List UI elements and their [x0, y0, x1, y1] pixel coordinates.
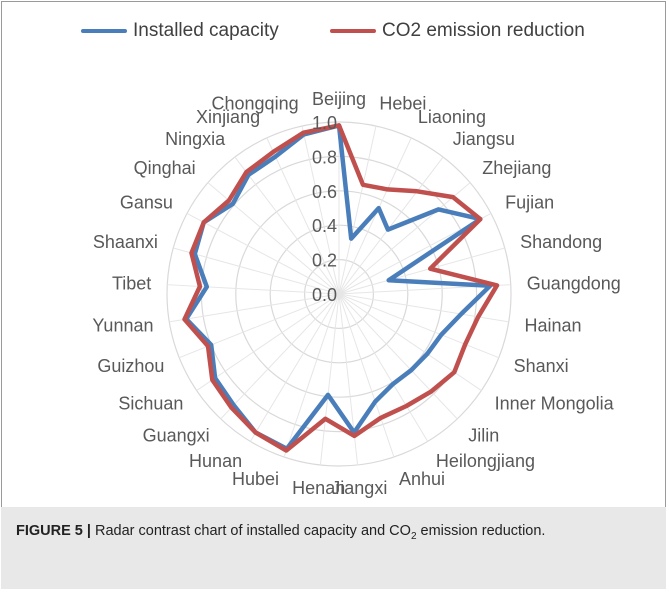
category-label: Hunan — [189, 451, 242, 471]
legend-swatch-co2-emission-reduction — [330, 29, 376, 33]
category-label: Henan — [292, 478, 345, 498]
category-label: Chongqing — [212, 94, 299, 114]
category-label: Hebei — [379, 94, 426, 114]
radar-spoke — [338, 156, 444, 295]
category-label: Zhejiang — [482, 158, 551, 178]
category-label: Heilongjiang — [436, 451, 535, 471]
category-label: Liaoning — [418, 107, 486, 127]
category-label: Guangxi — [143, 426, 210, 446]
radar-spoke — [196, 293, 340, 391]
radar-spoke — [186, 212, 340, 295]
category-label: Tibet — [112, 273, 151, 293]
radar-spoke — [283, 293, 340, 458]
category-label: Guangdong — [527, 273, 621, 293]
caption-label: FIGURE 5 | — [16, 523, 91, 539]
legend: Installed capacity CO2 emission reductio… — [0, 20, 669, 48]
radar-spoke — [338, 182, 471, 295]
category-label: Qinghai — [134, 158, 196, 178]
radar-spoke — [338, 293, 395, 458]
category-label: Xinjiang — [196, 107, 260, 127]
figure-caption: FIGURE 5 | Radar contrast chart of insta… — [16, 519, 636, 549]
radar-spoke — [301, 125, 340, 295]
axis-tick-label: 0.0 — [312, 285, 337, 305]
radar-spoke — [173, 247, 340, 295]
radar-spoke — [234, 156, 340, 295]
series-line-installed-capacity — [183, 123, 493, 452]
radar-spoke — [266, 137, 340, 295]
legend-item-co2-emission-reduction: CO2 emission reduction — [330, 20, 585, 42]
category-label: Jiangxi — [331, 478, 387, 498]
radar-spoke — [338, 293, 429, 442]
category-label: Guizhou — [97, 356, 164, 376]
axis-tick-label: 0.4 — [312, 216, 337, 236]
radar-spoke — [338, 137, 412, 295]
category-label: Gansu — [120, 193, 173, 213]
category-label: Hainan — [525, 316, 582, 336]
legend-label-installed-capacity: Installed capacity — [133, 20, 279, 41]
radar-spoke — [249, 293, 340, 442]
radar-spoke — [338, 293, 458, 420]
legend-swatch-installed-capacity — [81, 29, 127, 33]
axis-tick-label: 0.8 — [312, 147, 337, 167]
category-label: Sichuan — [118, 393, 183, 413]
category-label: Anhui — [399, 469, 445, 489]
category-label: Yunnan — [92, 316, 153, 336]
caption-text-before: Radar contrast chart of installed capaci… — [90, 523, 411, 539]
radar-spoke — [169, 293, 340, 323]
axis-tick-label: 0.6 — [312, 182, 337, 202]
category-label: Inner Mongolia — [495, 393, 615, 413]
category-label: Jilin — [468, 426, 499, 446]
legend-label-co2-emission-reduction: CO2 emission reduction — [382, 20, 585, 41]
radar-spoke — [338, 293, 482, 391]
radar-spoke — [338, 293, 499, 359]
radar-spoke — [167, 284, 340, 295]
caption-box — [1, 507, 666, 589]
caption-text-after: emission reduction. — [416, 523, 546, 539]
axis-tick-label: 1.0 — [312, 113, 337, 133]
category-label: Shaanxi — [93, 232, 158, 252]
caption-subscript: 2 — [410, 530, 417, 542]
category-label: Shandong — [520, 232, 602, 252]
category-label: Shanxi — [514, 356, 569, 376]
radar-spoke — [338, 125, 377, 295]
radar-spoke — [220, 293, 340, 420]
category-label: Beijing — [312, 89, 366, 109]
radar-spoke — [319, 293, 340, 466]
legend-item-installed-capacity: Installed capacity — [81, 20, 279, 42]
series-line-co2-emission-reduction — [182, 123, 500, 453]
axis-tick-label: 0.2 — [312, 251, 337, 271]
radar-spoke — [338, 247, 505, 295]
category-label: Ningxia — [165, 129, 226, 149]
category-label: Hubei — [232, 469, 279, 489]
category-label: Fujian — [505, 193, 554, 213]
category-label: Jiangsu — [453, 129, 515, 149]
